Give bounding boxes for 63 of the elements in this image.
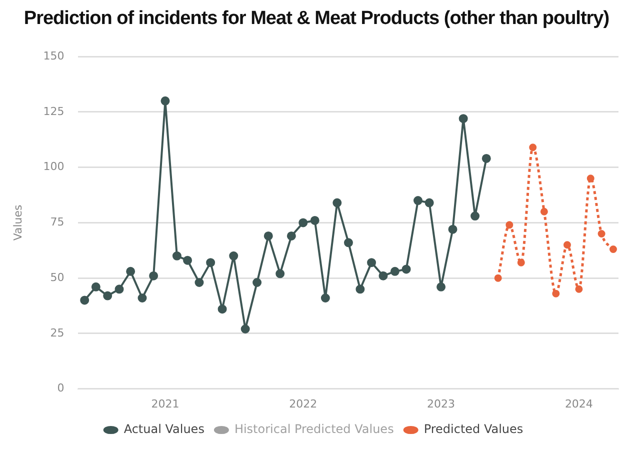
- point: [264, 231, 273, 240]
- point: [506, 221, 514, 229]
- point: [552, 290, 560, 298]
- point: [575, 285, 583, 293]
- point: [206, 258, 216, 268]
- point: [402, 264, 411, 274]
- point: [172, 251, 182, 260]
- point: [240, 324, 250, 334]
- y-tick-label: 75: [50, 216, 64, 229]
- point: [80, 296, 90, 305]
- point: [378, 271, 388, 280]
- point: [114, 284, 124, 294]
- legend-label: Predicted Values: [424, 422, 524, 436]
- point: [598, 230, 606, 238]
- x-tick-label: 2022: [289, 397, 318, 410]
- point: [298, 218, 308, 228]
- point: [529, 144, 537, 152]
- point: [344, 238, 353, 248]
- y-tick-label: 0: [57, 382, 64, 395]
- y-tick-label: 25: [50, 326, 64, 340]
- point: [126, 266, 136, 276]
- point: [91, 282, 100, 292]
- point: [436, 282, 446, 292]
- point: [586, 174, 594, 182]
- point: [458, 114, 468, 124]
- point: [218, 304, 227, 314]
- point: [482, 154, 491, 163]
- point: [194, 278, 204, 287]
- point: [390, 266, 400, 276]
- legend-label: Actual Values: [124, 422, 204, 436]
- y-axis-title: Values: [11, 204, 24, 241]
- point: [367, 258, 376, 268]
- point: [356, 284, 365, 294]
- y-tick-label: 125: [43, 104, 64, 118]
- point: [540, 208, 548, 216]
- x-tick-label: 2023: [427, 397, 456, 410]
- point: [320, 294, 330, 302]
- y-tick-label: 150: [43, 49, 64, 62]
- point: [310, 216, 320, 225]
- y-tick-label: 100: [43, 160, 64, 174]
- point: [160, 96, 170, 106]
- legend-label: Historical Predicted Values: [234, 422, 394, 436]
- point: [332, 198, 342, 208]
- chart-title: Prediction of incidents for Meat & Meat Products (other than poultry): [22, 8, 610, 31]
- point: [252, 278, 262, 287]
- point: [413, 196, 422, 206]
- point: [229, 251, 238, 260]
- point: [424, 198, 434, 208]
- point: [494, 274, 502, 282]
- point: [276, 269, 285, 278]
- point: [138, 294, 147, 302]
- point: [183, 256, 192, 265]
- point: [103, 291, 112, 300]
- point: [470, 212, 480, 221]
- point: [448, 224, 458, 234]
- point: [517, 258, 525, 266]
- x-tick-label: 2024: [564, 397, 593, 410]
- point: [286, 231, 296, 240]
- x-tick-label: 2021: [151, 397, 180, 410]
- point: [149, 271, 158, 280]
- point: [609, 246, 617, 254]
- y-tick-label: 50: [50, 270, 64, 284]
- point: [563, 241, 571, 249]
